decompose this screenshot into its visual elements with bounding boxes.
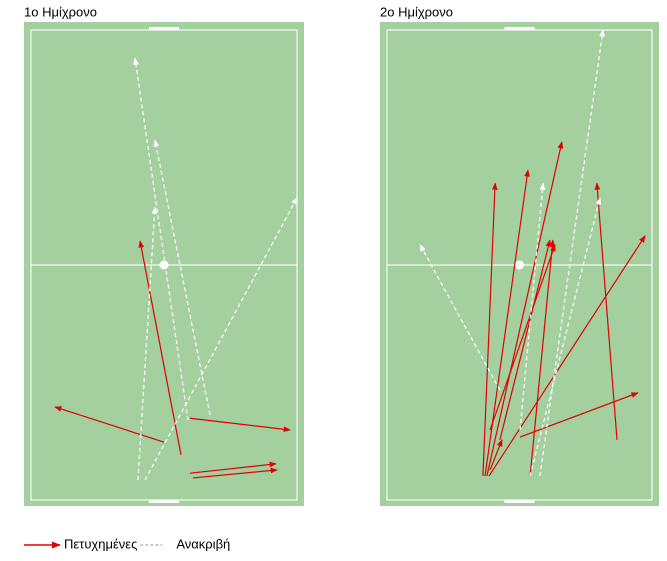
pass-arrow	[529, 239, 556, 477]
pass-arrow	[133, 57, 189, 421]
pass-arrow	[529, 197, 602, 477]
pass-arrow	[137, 206, 158, 480]
pass-arrow	[499, 239, 552, 440]
pass-arrow	[153, 139, 211, 416]
pass-arrow	[519, 182, 546, 431]
pass-arrow	[189, 417, 291, 433]
pass-arrow	[539, 29, 605, 477]
pass-arrow	[489, 439, 503, 471]
goal	[504, 500, 535, 503]
legend-label: Ανακριβή	[176, 536, 230, 551]
pass-arrow	[519, 392, 639, 438]
pass-arrow	[489, 244, 556, 431]
pass-arrow	[488, 235, 646, 477]
pitch-title: 2ο Ημίχρονο	[380, 4, 453, 19]
pass-arrow	[190, 461, 277, 474]
goal	[149, 500, 179, 503]
goal	[504, 27, 535, 30]
pass-arrow	[482, 182, 498, 477]
pass-arrow	[486, 141, 564, 477]
pass-arrow	[594, 182, 618, 440]
pass-arrow	[138, 240, 182, 455]
goal	[149, 27, 179, 30]
pass-arrow	[144, 197, 298, 481]
center-spot	[515, 260, 524, 270]
legend-label: Πετυχημένες	[64, 536, 137, 551]
pass-arrow	[54, 406, 165, 443]
pitch-title: 1ο Ημίχρονο	[24, 4, 97, 19]
pass-arrow	[192, 467, 278, 479]
center-spot	[159, 260, 169, 270]
